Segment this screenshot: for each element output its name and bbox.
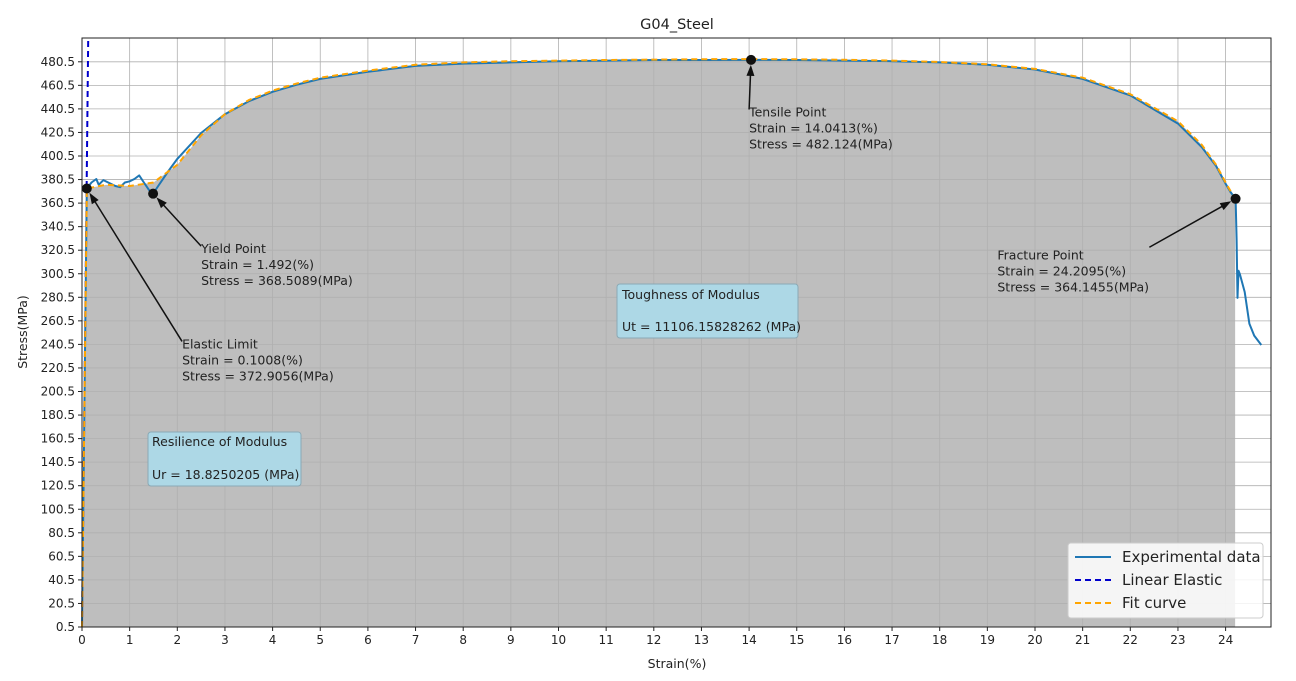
- y-tick-label: 480.5: [41, 55, 75, 69]
- yield-point-label-line: Stress = 368.5089(MPa): [201, 273, 353, 288]
- fit-curve-line: [81, 58, 1236, 628]
- series-lines: [81, 38, 1263, 628]
- tensile-point-label-line: Stress = 482.124(MPa): [749, 136, 893, 151]
- toughness-box-line-3: Ut = 11106.15828262 (MPa): [622, 319, 801, 334]
- tensile-point-label-line: Strain = 14.0413(%): [749, 120, 878, 135]
- y-tick-label: 360.5: [41, 196, 75, 210]
- resilience-box: Resilience of Modulus Ur = 18.8250205 (M…: [147, 431, 302, 487]
- elastic-limit-arrow-shaft: [93, 199, 183, 342]
- y-tick-label: 340.5: [41, 220, 75, 234]
- legend-label-experimental: Experimental data: [1122, 548, 1261, 566]
- x-tick-label: 20: [1027, 633, 1042, 647]
- x-tick-label: 6: [364, 633, 372, 647]
- y-tick-label: 160.5: [41, 432, 75, 446]
- y-tick-label: 20.5: [48, 596, 75, 610]
- elastic-limit-marker: [81, 183, 92, 194]
- toughness-box-line-1: Toughness of Modulus: [621, 287, 760, 302]
- elastic-limit-label-line: Stress = 372.9056(MPa): [182, 368, 334, 383]
- resilience-box-line-1: Resilience of Modulus: [152, 434, 287, 449]
- toughness-area: [82, 59, 1236, 628]
- x-tick-label: 15: [789, 633, 804, 647]
- y-axis-ticks: 0.5 20.5 40.5 60.5 80.5 100.5 120.5 140.5 160.5 1…: [41, 55, 82, 634]
- x-tick-label: 17: [884, 633, 899, 647]
- x-tick-label: 24: [1218, 633, 1233, 647]
- x-tick-label: 23: [1170, 633, 1185, 647]
- y-tick-label: 420.5: [41, 125, 75, 139]
- tensile-point-arrow-head: [746, 64, 755, 77]
- tensile-point-marker: [746, 54, 757, 65]
- x-tick-label: 19: [980, 633, 995, 647]
- legend-label-linear-elastic: Linear Elastic: [1122, 571, 1222, 589]
- y-tick-label: 140.5: [41, 455, 75, 469]
- x-tick-label: 8: [459, 633, 467, 647]
- x-tick-label: 16: [837, 633, 852, 647]
- y-tick-label: 100.5: [41, 502, 75, 516]
- y-tick-label: 460.5: [41, 78, 75, 92]
- x-axis-title: Strain(%): [648, 656, 707, 671]
- fracture-point-marker: [1230, 193, 1241, 204]
- y-tick-label: 320.5: [41, 243, 75, 257]
- x-tick-label: 4: [269, 633, 277, 647]
- x-tick-label: 1: [126, 633, 134, 647]
- elastic-limit-label-line: Strain = 0.1008(%): [182, 352, 303, 367]
- x-tick-label: 13: [694, 633, 709, 647]
- x-tick-label: 14: [741, 633, 756, 647]
- y-tick-label: 400.5: [41, 149, 75, 163]
- y-tick-label: 440.5: [41, 102, 75, 116]
- y-tick-label: 280.5: [41, 290, 75, 304]
- x-axis-ticks: 0 1 2 3 4 5 6 7 8 9 10 11 12 13 14 15 16 17 18 19 20 21 22 23 24: [78, 627, 1233, 647]
- x-tick-label: 3: [221, 633, 229, 647]
- x-tick-label: 10: [551, 633, 566, 647]
- y-tick-label: 0.5: [56, 620, 75, 634]
- yield-point-label-line: Yield Point: [200, 241, 266, 256]
- tensile-point-arrow-shaft: [748, 72, 752, 110]
- y-tick-label: 40.5: [48, 573, 75, 587]
- yield-point-label-line: Strain = 1.492(%): [201, 257, 314, 272]
- legend-label-fit-curve: Fit curve: [1122, 594, 1186, 612]
- elastic-limit-arrow-head: [89, 192, 99, 205]
- y-axis-title: Stress(MPa): [15, 295, 30, 369]
- fracture-point-arrow-head: [1219, 201, 1232, 211]
- x-tick-label: 11: [599, 633, 614, 647]
- fracture-point-arrow-shaft: [1148, 204, 1225, 248]
- y-tick-label: 240.5: [41, 337, 75, 351]
- yield-point-arrow-head: [156, 197, 167, 209]
- legend-frame: [1067, 542, 1264, 619]
- x-tick-label: 9: [507, 633, 515, 647]
- y-tick-label: 220.5: [41, 361, 75, 375]
- x-tick-label: 18: [932, 633, 947, 647]
- fracture-point-label-line: Fracture Point: [997, 247, 1083, 262]
- x-tick-label: 21: [1075, 633, 1090, 647]
- fracture-point-label-line: Stress = 364.1455(MPa): [997, 279, 1149, 294]
- y-tick-label: 380.5: [41, 173, 75, 187]
- y-tick-label: 180.5: [41, 408, 75, 422]
- legend: Experimental data Linear Elastic Fit cur…: [1067, 542, 1264, 619]
- y-tick-label: 120.5: [41, 479, 75, 493]
- toughness-box: Toughness of Modulus Ut = 11106.15828262…: [616, 283, 801, 339]
- resilience-box-line-3: Ur = 18.8250205 (MPa): [152, 467, 299, 482]
- x-tick-label: 5: [316, 633, 324, 647]
- yield-point-marker: [148, 188, 159, 199]
- yield-point-arrow-shaft: [161, 202, 202, 247]
- y-tick-label: 60.5: [48, 549, 75, 563]
- y-tick-label: 300.5: [41, 267, 75, 281]
- fracture-point-label-line: Strain = 24.2095(%): [997, 263, 1126, 278]
- x-tick-label: 2: [173, 633, 181, 647]
- plot-frame: [81, 37, 1272, 628]
- annotation-points: [81, 54, 1241, 204]
- x-tick-label: 7: [412, 633, 420, 647]
- y-tick-label: 80.5: [48, 526, 75, 540]
- tensile-point-label-line: Tensile Point: [748, 104, 826, 119]
- x-tick-label: 12: [646, 633, 661, 647]
- y-tick-label: 260.5: [41, 314, 75, 328]
- toughness-area-fill: [82, 59, 1236, 628]
- chart-title: G04_Steel: [640, 17, 714, 33]
- x-tick-label: 22: [1123, 633, 1138, 647]
- x-tick-label: 0: [78, 633, 86, 647]
- elastic-limit-label-line: Elastic Limit: [182, 336, 258, 351]
- y-tick-label: 200.5: [41, 385, 75, 399]
